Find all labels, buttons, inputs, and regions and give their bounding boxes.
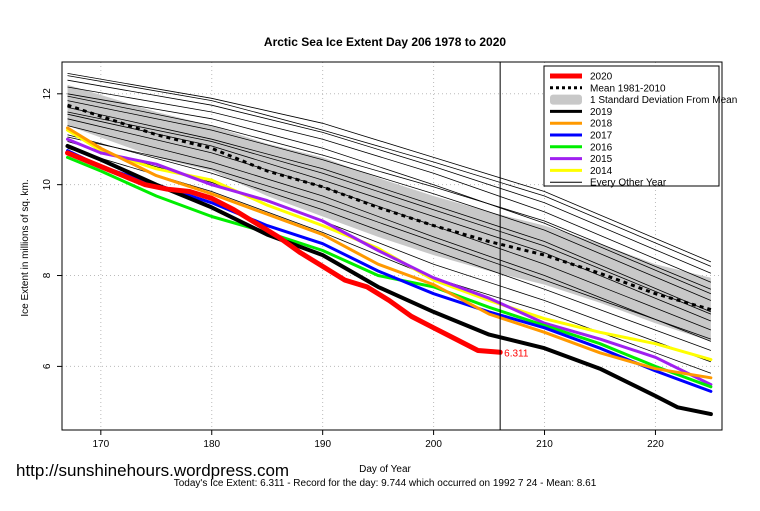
- x-tick-label: 210: [536, 439, 553, 450]
- series-line-2014: [66, 128, 713, 362]
- legend-label: 2014: [590, 166, 613, 177]
- current-value-label: 6.311: [504, 348, 529, 359]
- watermark-url: http://sunshinehours.wordpress.com: [16, 461, 289, 480]
- plot-frame: [61, 61, 723, 431]
- other-year-line: [67, 100, 712, 301]
- y-axis-label: Ice Extent in millions of sq. km.: [20, 179, 31, 316]
- legend-label: 2017: [590, 131, 613, 142]
- other-year-line: [67, 134, 712, 351]
- other-year-line: [67, 73, 712, 263]
- other-year-line: [67, 79, 712, 274]
- other-year-line: [67, 147, 712, 374]
- other-year-line: [67, 95, 712, 290]
- series-line-2018: [66, 126, 713, 380]
- legend-label: Every Other Year: [590, 178, 667, 189]
- plot-area: 6.311 170 180 190 200 210 220 6 8 10 12: [42, 61, 723, 450]
- other-year-line: [67, 111, 712, 315]
- mean-line: [67, 103, 712, 312]
- x-tick-label: 190: [314, 439, 331, 450]
- x-axis-label: Day of Year: [359, 464, 411, 475]
- legend-label: 2019: [590, 107, 613, 118]
- other-year-line: [67, 107, 712, 313]
- series-line-2016: [66, 155, 713, 389]
- series-line-2015: [66, 137, 713, 387]
- y-tick-label: 8: [42, 272, 53, 278]
- y-tick-label: 6: [42, 363, 53, 369]
- std-band: [67, 84, 711, 342]
- legend-swatch: [550, 94, 582, 105]
- legend-label: 2018: [590, 119, 613, 130]
- other-year-line: [67, 75, 712, 267]
- x-tick-label: 200: [425, 439, 442, 450]
- other-year-line: [67, 118, 712, 331]
- y-tick-label: 12: [42, 88, 53, 100]
- x-tick-label: 170: [92, 439, 109, 450]
- y-tick-label: 10: [42, 179, 53, 191]
- footer-summary: Today's Ice Extent: 6.311 - Record for t…: [174, 478, 597, 489]
- x-tick-label: 180: [203, 439, 220, 450]
- legend-label: 2020: [590, 72, 613, 83]
- other-year-line: [67, 125, 712, 342]
- other-year-line: [67, 86, 712, 283]
- other-year-line: [67, 93, 712, 295]
- legend-box: [543, 65, 720, 187]
- series-line-2020: [65, 150, 503, 355]
- chart-title: Arctic Sea Ice Extent Day 206 1978 to 20…: [264, 35, 506, 49]
- legend-label: Mean 1981-2010: [590, 83, 666, 94]
- legend-label: 2015: [590, 154, 613, 165]
- legend-label: 1 Standard Deviation From Mean: [590, 95, 737, 106]
- other-year-line: [67, 136, 712, 340]
- legend-label: 2016: [590, 142, 613, 153]
- x-tick-label: 220: [647, 439, 664, 450]
